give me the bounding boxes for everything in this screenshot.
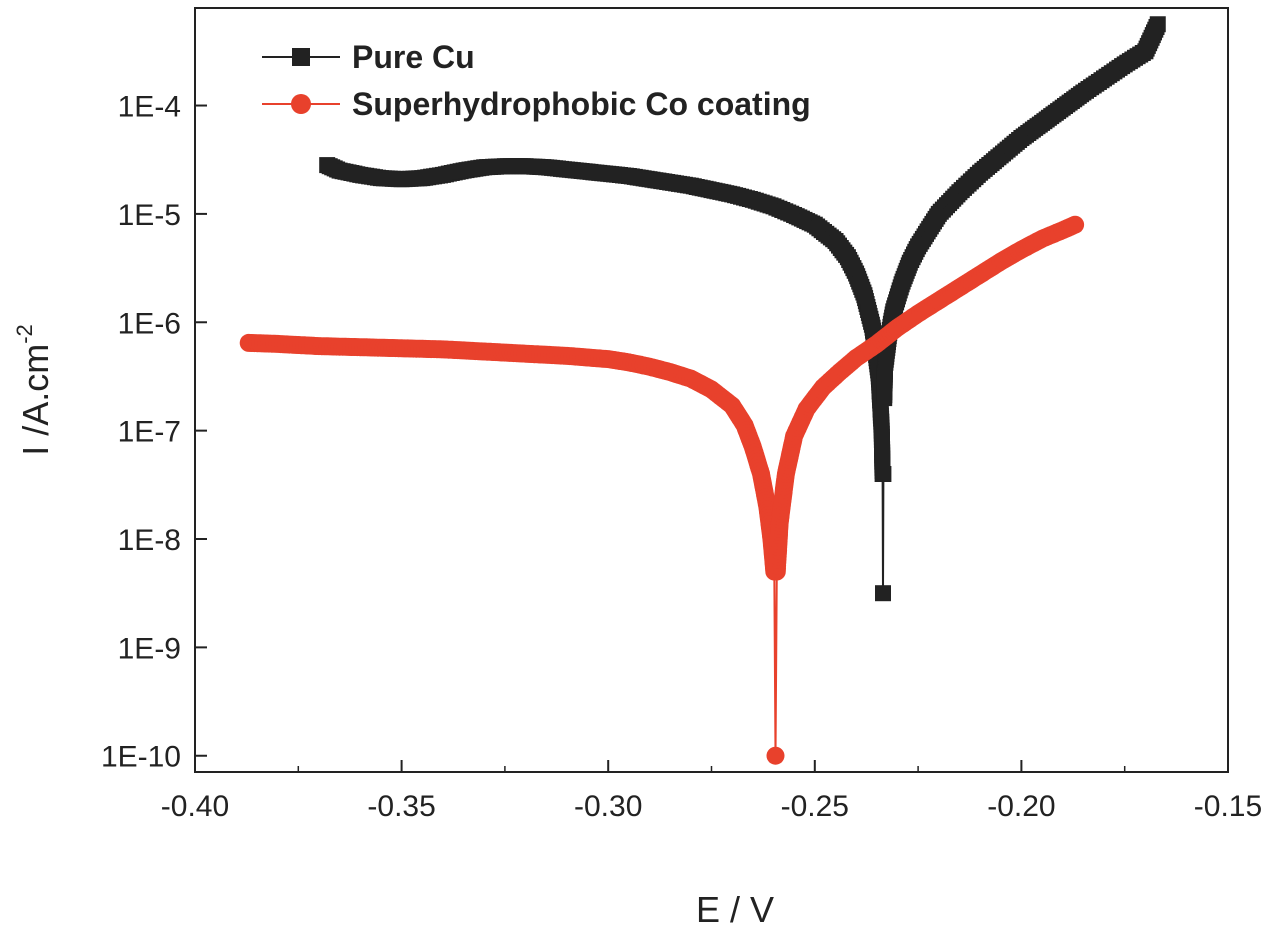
data-point-pure-cu: [1149, 16, 1166, 33]
y-tick-label: 1E-7: [118, 416, 181, 449]
axis-ticks: -0.40 -0.35 -0.30 -0.25 -0.20 -0.15 1E-10 1E-9 1…: [101, 91, 1262, 823]
y-axis-title-main: I /A.cm: [15, 344, 56, 456]
legend-label-co-coating: Superhydrophobic Co coating: [352, 86, 811, 122]
data-point-co-coating: [766, 746, 785, 765]
y-tick-label: 1E-8: [118, 524, 181, 557]
legend-marker-pure-cu: [292, 48, 310, 66]
x-tick-label: -0.20: [987, 790, 1055, 823]
legend-marker-co-coating: [291, 94, 311, 114]
x-tick-label: -0.40: [161, 790, 229, 823]
y-axis-title-superscript: -2: [12, 324, 37, 344]
data-point-pure-cu: [875, 466, 892, 482]
legend-label-pure-cu: Pure Cu: [352, 39, 475, 75]
y-tick-label: 1E-9: [118, 632, 181, 665]
y-tick-label: 1E-6: [118, 307, 181, 340]
x-tick-label: -0.35: [367, 790, 435, 823]
x-axis-title: E / V: [696, 889, 774, 929]
y-axis-title-group: I /A.cm-2: [12, 324, 56, 456]
y-tick-label: 1E-4: [118, 91, 181, 124]
x-tick-label: -0.25: [781, 790, 849, 823]
x-tick-label: -0.30: [574, 790, 642, 823]
y-axis-title: I /A.cm-2: [12, 324, 56, 456]
y-tick-label: 1E-5: [118, 199, 181, 232]
y-tick-label: 1E-10: [101, 741, 181, 774]
x-tick-label: -0.15: [1194, 790, 1262, 823]
data-point-pure-cu: [875, 585, 891, 602]
data-point-co-coating: [1066, 215, 1085, 234]
data-series: [239, 16, 1166, 765]
series-co-coating: [239, 215, 1085, 765]
legend: Pure Cu Superhydrophobic Co coating: [262, 39, 811, 122]
